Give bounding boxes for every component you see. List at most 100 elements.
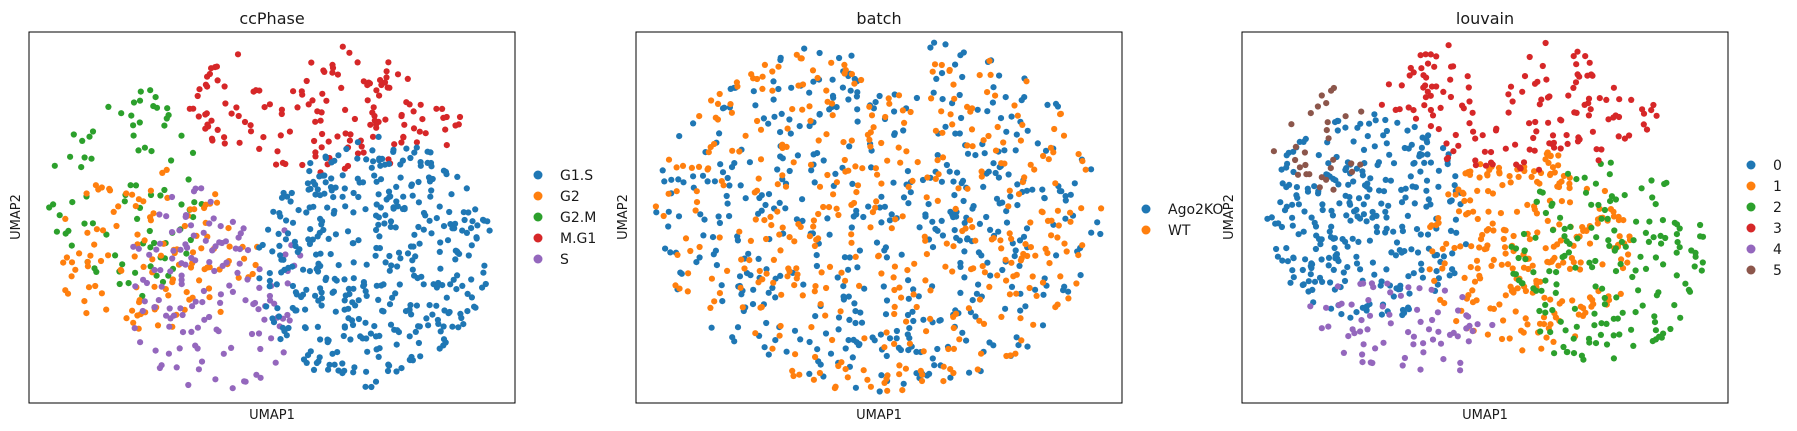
point-1 [1529, 262, 1536, 269]
point-2 [1674, 239, 1681, 246]
point-g1-s [335, 152, 342, 159]
point-1 [1441, 260, 1448, 267]
point-s [272, 359, 279, 366]
point-g2 [91, 241, 98, 248]
point-3 [1535, 166, 1543, 173]
point-wt [873, 198, 880, 205]
point-wt [786, 268, 793, 275]
point-g1-s [407, 243, 415, 250]
point-3 [1615, 113, 1623, 121]
point-m-g1 [311, 137, 318, 145]
point-0 [1278, 223, 1285, 231]
point-1 [1487, 305, 1494, 312]
point-2 [1562, 327, 1569, 334]
point-g1-s [350, 189, 357, 197]
point-m-g1 [202, 81, 209, 88]
point-g2 [147, 187, 154, 194]
point-4 [1397, 292, 1404, 299]
point-0 [1440, 253, 1447, 260]
point-s [266, 292, 273, 300]
point-ago2ko [812, 313, 819, 320]
point-m-g1 [366, 80, 373, 87]
point-0 [1325, 262, 1332, 269]
point-s [132, 283, 139, 290]
point-g1-s [440, 323, 447, 330]
point-ago2ko [990, 84, 997, 91]
point-g2 [157, 252, 165, 259]
point-g1-s [376, 332, 383, 339]
point-1 [1462, 170, 1469, 177]
point-1 [1485, 226, 1492, 233]
point-wt [922, 237, 929, 244]
point-1 [1428, 222, 1435, 229]
point-s [178, 272, 185, 279]
point-g1-s [351, 364, 358, 371]
point-0 [1418, 266, 1425, 274]
point-wt [923, 251, 931, 258]
point-2 [1518, 280, 1526, 287]
point-wt [968, 126, 976, 133]
point-g1-s [409, 257, 416, 264]
point-m-g1 [321, 68, 328, 75]
point-g1-s [376, 233, 383, 240]
point-3 [1417, 52, 1424, 59]
point-g2 [129, 307, 136, 314]
point-0 [1290, 254, 1297, 261]
point-g2 [149, 256, 156, 263]
point-g2-m [68, 242, 75, 249]
point-wt [806, 233, 814, 240]
point-wt [741, 265, 748, 272]
point-wt [935, 171, 942, 178]
point-ago2ko [833, 104, 840, 111]
point-ago2ko [842, 345, 849, 352]
point-wt [942, 263, 949, 270]
point-0 [1369, 214, 1376, 221]
point-ago2ko [762, 201, 769, 209]
point-5 [1348, 168, 1356, 175]
point-3 [1538, 96, 1545, 103]
point-5 [1328, 87, 1335, 94]
point-g1-s [403, 145, 410, 152]
point-wt [938, 61, 945, 69]
point-wt [1029, 273, 1036, 280]
legend-label: 5 [1773, 263, 1782, 279]
point-wt [848, 71, 856, 78]
point-m-g1 [214, 77, 221, 84]
point-m-g1 [202, 125, 209, 132]
point-wt [986, 283, 993, 290]
point-ago2ko [813, 262, 821, 270]
point-wt [830, 191, 837, 198]
point-wt [652, 203, 660, 210]
point-ago2ko [952, 130, 959, 137]
point-m-g1 [319, 90, 326, 97]
point-3 [1587, 106, 1594, 113]
point-wt [1040, 152, 1047, 160]
point-ago2ko [951, 192, 958, 199]
point-2 [1549, 307, 1556, 314]
point-m-g1 [391, 141, 398, 148]
point-g1-s [354, 175, 361, 182]
point-0 [1307, 263, 1314, 270]
point-1 [1582, 309, 1589, 316]
point-wt [708, 97, 715, 104]
point-ago2ko [978, 252, 985, 259]
point-0 [1373, 223, 1380, 230]
point-2 [1658, 240, 1665, 247]
point-wt [851, 80, 858, 87]
point-wt [776, 231, 783, 238]
point-1 [1474, 265, 1481, 272]
point-2 [1564, 170, 1572, 177]
point-0 [1290, 274, 1297, 281]
point-m-g1 [377, 77, 384, 84]
point-g1-s [481, 262, 488, 269]
point-1 [1610, 213, 1618, 220]
point-wt [1046, 260, 1053, 267]
point-g1-s [325, 235, 332, 242]
point-wt [784, 273, 791, 280]
point-ago2ko [675, 176, 682, 183]
point-ago2ko [1042, 147, 1050, 154]
point-0 [1382, 176, 1389, 183]
point-g1-s [306, 240, 313, 248]
point-wt [955, 185, 962, 192]
point-s [215, 328, 222, 335]
